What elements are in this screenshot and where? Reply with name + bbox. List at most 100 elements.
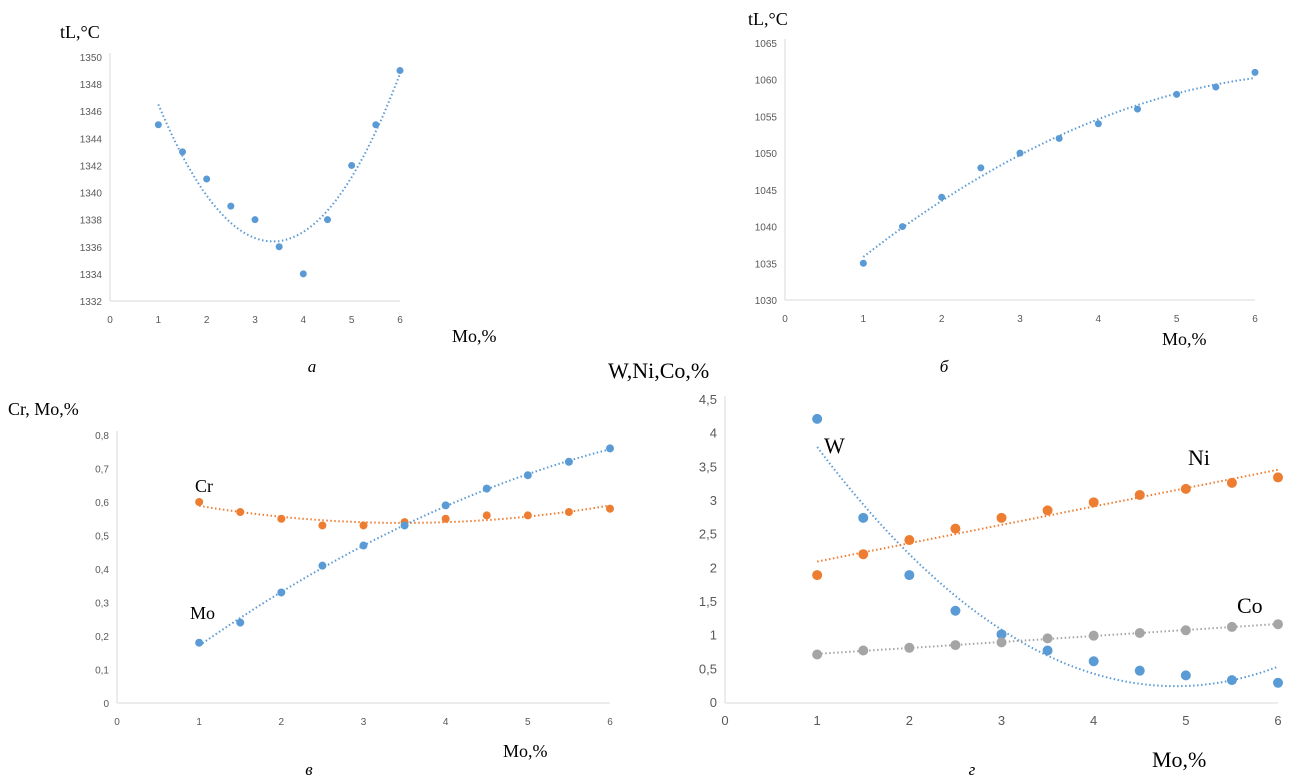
data-point bbox=[606, 504, 614, 513]
data-point bbox=[227, 202, 235, 210]
x-tick-label: 2 bbox=[279, 717, 285, 728]
data-point bbox=[1055, 134, 1063, 142]
y-tick-label: 2,5 bbox=[699, 527, 717, 542]
y-tick-label: 0,8 bbox=[95, 431, 109, 442]
data-point bbox=[1251, 68, 1259, 76]
data-point bbox=[195, 498, 204, 506]
x-tick-label: 1 bbox=[156, 315, 162, 326]
data-point bbox=[1094, 120, 1102, 128]
trendline-0 bbox=[862, 77, 1256, 258]
data-point bbox=[251, 216, 259, 224]
data-point bbox=[1088, 630, 1099, 641]
y-tick-label: 3,5 bbox=[699, 459, 717, 474]
data-point bbox=[523, 471, 532, 480]
y-tick-label: 0,2 bbox=[95, 632, 109, 643]
y-tick-label: 1 bbox=[710, 628, 717, 643]
x-tick-label: 2 bbox=[939, 314, 945, 325]
data-point bbox=[1173, 90, 1181, 98]
x-tick-label: 0 bbox=[114, 717, 120, 728]
data-point bbox=[996, 637, 1007, 648]
data-point bbox=[1088, 656, 1099, 667]
data-point bbox=[482, 511, 491, 520]
data-point bbox=[977, 164, 985, 172]
series-label: Cr bbox=[195, 476, 213, 496]
y-tick-label: 1030 bbox=[755, 296, 778, 307]
data-point bbox=[1226, 621, 1237, 632]
y-tick-label: 1055 bbox=[755, 112, 778, 123]
data-point bbox=[812, 649, 823, 660]
chart-caption: а bbox=[308, 357, 317, 376]
data-point bbox=[1273, 677, 1283, 688]
data-point bbox=[1180, 483, 1191, 494]
data-point bbox=[1180, 670, 1191, 681]
data-point bbox=[812, 413, 823, 424]
y-axis-title: tL,°C bbox=[748, 9, 788, 29]
data-point bbox=[950, 523, 961, 534]
data-point bbox=[858, 645, 869, 656]
y-tick-label: 1332 bbox=[80, 297, 103, 308]
x-tick-label: 4 bbox=[443, 717, 449, 728]
data-point bbox=[348, 161, 356, 169]
chart-caption: б bbox=[940, 357, 949, 376]
data-point bbox=[1088, 497, 1099, 508]
x-tick-label: 5 bbox=[1174, 314, 1180, 325]
x-tick-label: 2 bbox=[906, 713, 913, 728]
data-point bbox=[1042, 633, 1053, 644]
chart-2: 0 0,1 0,2 0,3 0,4 0,5 0,6 0,7 0,8 0 1 2 3 4 5 6 Cr, Mo,%… bbox=[8, 399, 614, 778]
x-tick-label: 6 bbox=[607, 717, 613, 728]
data-point bbox=[396, 67, 404, 75]
trendline-0 bbox=[199, 504, 611, 524]
y-tick-label: 1045 bbox=[755, 186, 778, 197]
x-tick-label: 1 bbox=[861, 314, 867, 325]
data-point bbox=[318, 561, 327, 570]
x-axis-title: Mo,% bbox=[452, 326, 497, 346]
data-point bbox=[1042, 645, 1053, 656]
x-axis-title: Mo,% bbox=[1162, 329, 1207, 349]
data-point bbox=[359, 541, 368, 550]
data-point bbox=[859, 259, 867, 267]
trendline-2 bbox=[817, 623, 1279, 655]
y-tick-label: 4,5 bbox=[699, 392, 717, 407]
trendline-1 bbox=[817, 468, 1279, 563]
y-tick-label: 1334 bbox=[80, 270, 103, 281]
data-point bbox=[400, 521, 409, 530]
data-point bbox=[1134, 665, 1145, 676]
x-tick-label: 5 bbox=[525, 717, 531, 728]
y-tick-label: 4 bbox=[710, 426, 717, 441]
trendline-0 bbox=[816, 446, 1279, 688]
data-point bbox=[195, 638, 204, 647]
y-tick-label: 1350 bbox=[80, 53, 103, 64]
y-tick-label: 0,7 bbox=[95, 465, 109, 476]
data-point bbox=[203, 175, 211, 183]
x-tick-label: 0 bbox=[782, 314, 788, 325]
x-tick-label: 0 bbox=[721, 713, 728, 728]
data-point bbox=[950, 640, 961, 651]
data-point bbox=[812, 570, 823, 581]
x-tick-label: 3 bbox=[252, 315, 258, 326]
data-point bbox=[606, 444, 614, 453]
trendline-1 bbox=[198, 448, 611, 647]
chart-0: 1332133413361338134013421344134613481350… bbox=[60, 22, 497, 376]
data-point bbox=[482, 484, 491, 493]
y-tick-label: 0,5 bbox=[699, 661, 717, 676]
data-point bbox=[523, 511, 532, 520]
data-point bbox=[1226, 477, 1237, 488]
data-point bbox=[564, 508, 573, 517]
data-point bbox=[858, 549, 869, 560]
series-label: Ni bbox=[1188, 445, 1210, 470]
x-axis-title: Mo,% bbox=[503, 741, 548, 761]
series-label: Co bbox=[1237, 593, 1263, 618]
data-point bbox=[1180, 625, 1191, 636]
y-tick-label: 1060 bbox=[755, 76, 778, 87]
y-tick-label: 0,3 bbox=[95, 599, 109, 610]
x-tick-label: 6 bbox=[1274, 713, 1281, 728]
data-point bbox=[1016, 149, 1024, 157]
y-tick-label: 0 bbox=[103, 699, 109, 710]
data-point bbox=[441, 514, 450, 523]
data-point bbox=[1134, 105, 1141, 113]
x-tick-label: 4 bbox=[1090, 713, 1097, 728]
y-tick-label: 0,1 bbox=[95, 666, 109, 677]
data-point bbox=[996, 629, 1007, 640]
x-axis-title: Mo,% bbox=[1152, 747, 1206, 772]
x-tick-label: 4 bbox=[301, 315, 307, 326]
